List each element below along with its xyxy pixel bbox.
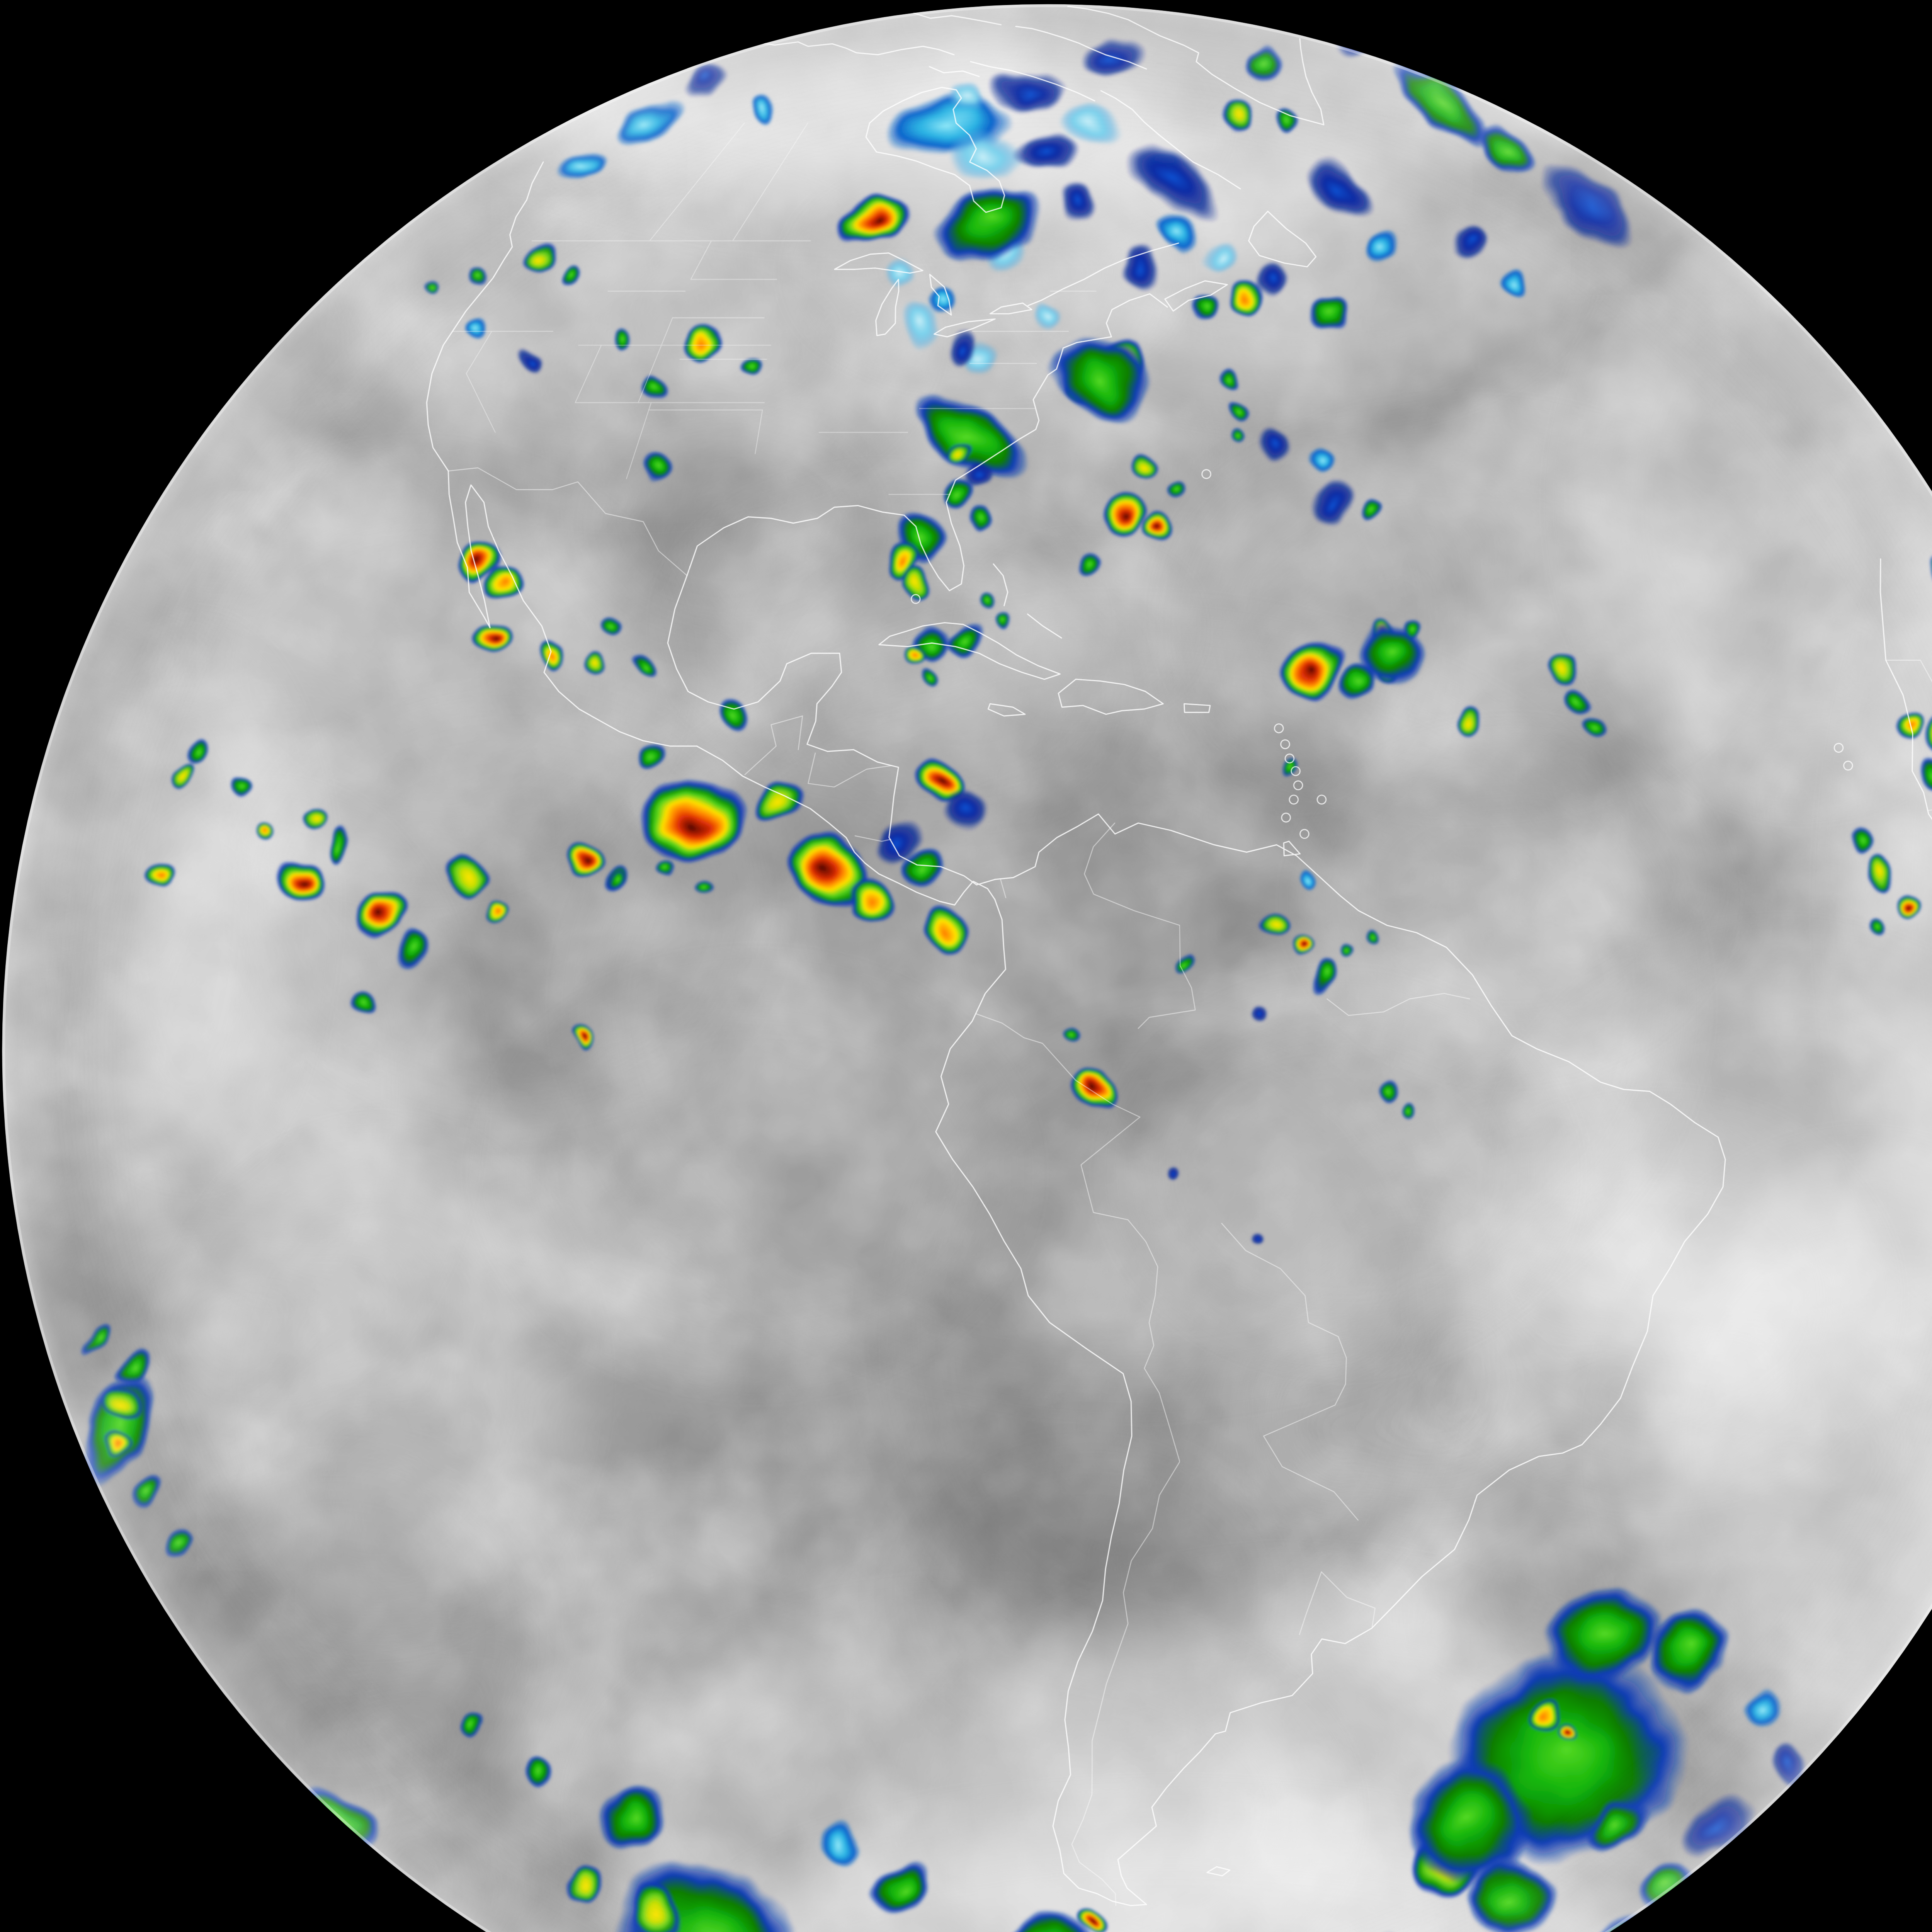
full-disk-globe <box>0 0 1932 1932</box>
satellite-image <box>0 0 1932 1932</box>
